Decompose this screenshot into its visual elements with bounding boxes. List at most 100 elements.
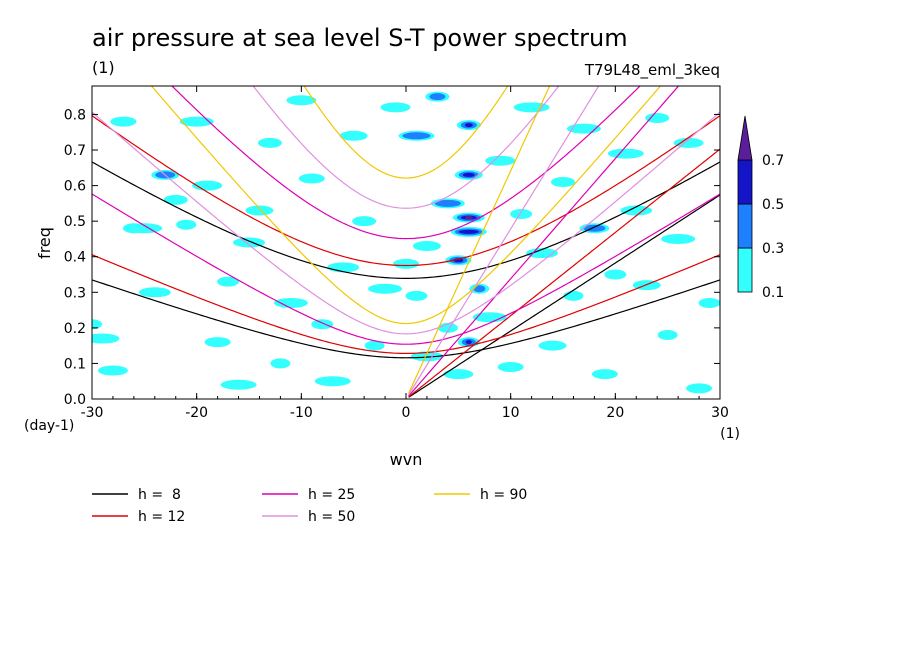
contour-cell: [179, 116, 214, 127]
contour-cell: [686, 383, 713, 394]
contour-cell: [443, 369, 474, 380]
curve-kelvin: [408, 86, 600, 396]
contour-cell: [591, 369, 618, 380]
contour-cell-core: [429, 93, 446, 101]
colorbar: 0.1 0.3 0.5 0.7: [737, 115, 784, 301]
y-tick-label: 0.6: [64, 179, 86, 195]
colorbar-segment: [737, 159, 753, 205]
contour-cell: [257, 137, 282, 148]
contour-cell: [298, 173, 325, 184]
contour-cell: [163, 194, 188, 205]
contour-cell: [405, 290, 428, 301]
contour-cell-core: [473, 285, 486, 293]
contour-cell: [110, 116, 137, 127]
y-tick-label: 0.0: [64, 392, 86, 408]
x-axis-label: wvn: [390, 450, 423, 469]
y-tick-label: 0.1: [64, 356, 86, 372]
y-unit-label: (day-1): [24, 418, 74, 434]
y-tick-label: 0.2: [64, 321, 86, 337]
chart-title: air pressure at sea level S-T power spec…: [92, 24, 628, 52]
curve-kelvin: [408, 86, 551, 394]
axis-ticks: -30 -20 -10 0 10 20 30 0.0 0.1 0.2 0.3 0.4 0.5 0.6 0.7…: [64, 86, 729, 421]
contour-cell: [92, 319, 102, 330]
contour-cell: [220, 379, 257, 390]
legend-label: h = 8: [138, 487, 181, 503]
contour-cell: [176, 219, 197, 230]
x-tick-label: -20: [185, 405, 208, 421]
contour-cell: [510, 209, 533, 220]
contour-cell: [364, 340, 385, 351]
contour-cell: [661, 233, 696, 244]
contour-cell: [368, 283, 403, 294]
legend: h = 8 h = 12 h = 25 h = 50 h = 90: [92, 487, 527, 525]
x-tick-label: 10: [502, 405, 520, 421]
x-tick-label: -10: [290, 405, 313, 421]
contour-cell: [126, 223, 163, 234]
legend-label: h = 12: [138, 509, 185, 525]
curve-lower: [92, 279, 720, 359]
colorbar-label: 0.5: [762, 197, 784, 213]
legend-label: h = 50: [308, 509, 355, 525]
curve-lower: [150, 86, 662, 325]
contour-cell: [314, 376, 351, 387]
contour-cell: [607, 148, 644, 159]
dispersion-curves: [92, 86, 720, 398]
contour-cell: [92, 333, 120, 344]
legend-label: h = 25: [308, 487, 355, 503]
experiment-label: T79L48_eml_3keq: [584, 61, 720, 80]
contour-cell: [551, 177, 575, 188]
y-tick-label: 0.3: [64, 285, 86, 301]
y-tick-label: 0.4: [64, 250, 86, 266]
contour-cell: [563, 290, 584, 301]
contour-cell: [497, 361, 524, 372]
contour-cell: [327, 262, 360, 273]
contour-cell: [217, 276, 240, 287]
curve-upper: [252, 86, 560, 209]
legend-label: h = 90: [480, 487, 527, 503]
contour-cell: [412, 241, 441, 252]
colorbar-label: 0.1: [762, 285, 784, 301]
curve-upper: [92, 115, 720, 267]
contour-cell: [352, 216, 377, 227]
contour-cell: [270, 358, 291, 369]
curve-upper: [92, 161, 720, 279]
contour-cell: [698, 297, 720, 308]
contour-cell-core: [464, 123, 473, 128]
contour-cell-core: [465, 340, 472, 345]
curve-lower: [92, 254, 720, 355]
contour-cell: [233, 237, 265, 248]
contour-cell: [645, 113, 670, 124]
y-tick-label: 0.5: [64, 214, 86, 230]
contour-cell: [410, 351, 443, 362]
chart-subtitle: (1): [92, 58, 115, 77]
curve-kelvin: [408, 194, 720, 398]
x-tick-label: 0: [402, 405, 411, 421]
contour-cell-core: [464, 215, 473, 220]
contour-cell: [485, 155, 516, 166]
colorbar-arrow: [737, 115, 753, 161]
contour-cell: [393, 258, 419, 269]
contour-cell: [273, 297, 308, 308]
y-tick-label: 0.7: [64, 143, 86, 159]
contour-cell: [380, 102, 411, 113]
contour-cell-core: [462, 172, 475, 177]
contour-cell: [245, 205, 274, 216]
curve-lower: [92, 111, 720, 335]
curve-kelvin: [408, 86, 680, 397]
colorbar-segment: [737, 203, 753, 249]
y-axis-label: freq: [35, 227, 54, 259]
contour-cell: [311, 319, 334, 330]
power-contours: [92, 91, 720, 394]
contour-cell-core: [458, 229, 479, 234]
contour-cell: [657, 329, 678, 340]
contour-cell: [286, 95, 317, 106]
colorbar-label: 0.7: [762, 153, 784, 169]
curve-kelvin: [408, 148, 720, 398]
x-tick-label: 20: [606, 405, 624, 421]
curve-upper: [303, 86, 509, 179]
curve-upper: [171, 86, 641, 240]
curve-lower: [92, 193, 720, 345]
contour-cell: [604, 269, 627, 280]
contour-cell: [138, 287, 171, 298]
